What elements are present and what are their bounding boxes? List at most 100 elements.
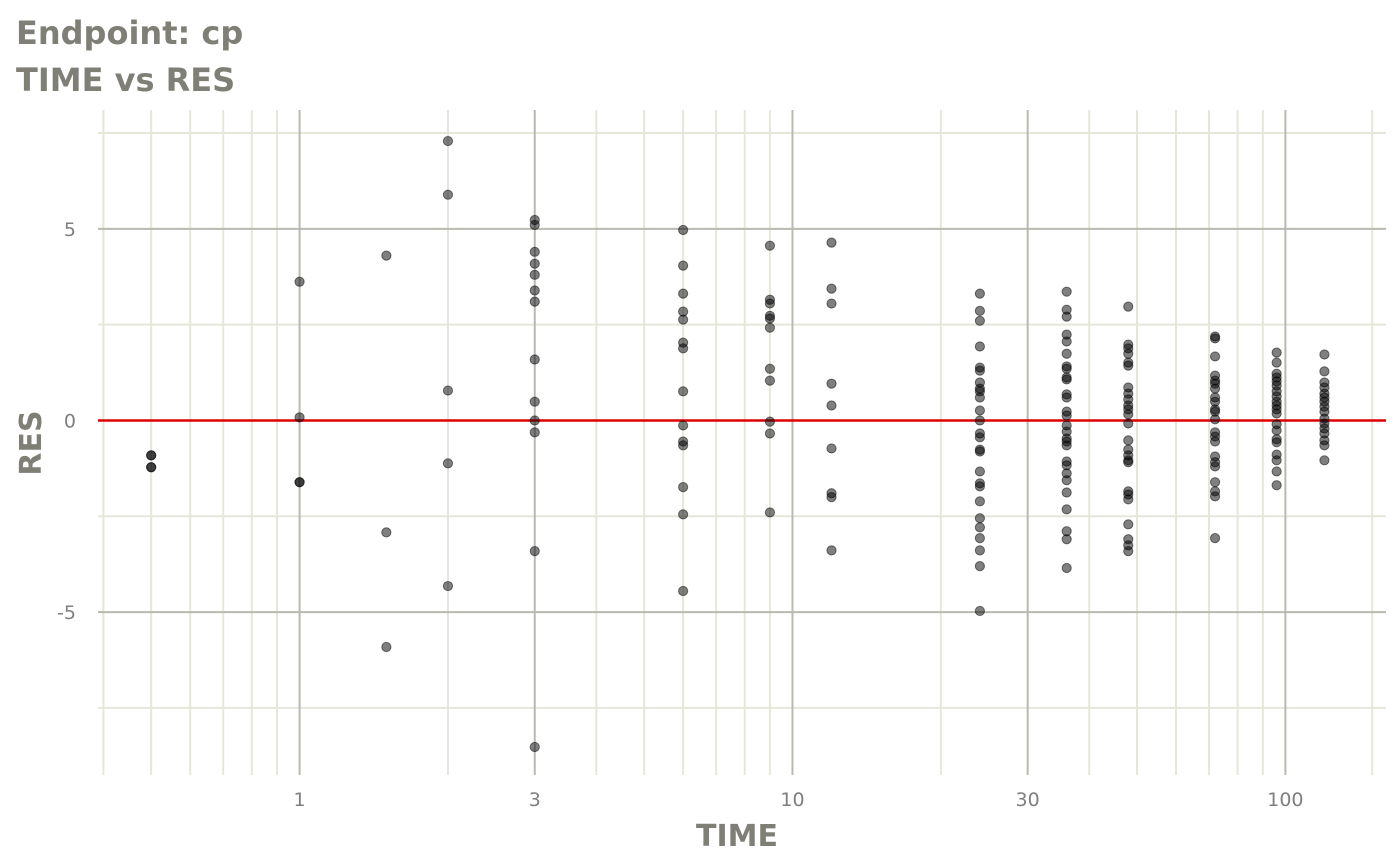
data-point <box>974 561 985 572</box>
x-tick-label: 100 <box>1267 789 1303 811</box>
data-point <box>1123 301 1134 312</box>
data-point <box>529 246 540 257</box>
data-point <box>1271 347 1282 358</box>
data-point <box>1061 311 1072 322</box>
data-point <box>381 250 392 261</box>
data-point <box>826 237 837 248</box>
data-point <box>1209 533 1221 544</box>
data-point <box>146 462 157 473</box>
data-point <box>1061 363 1072 374</box>
minor-grid <box>98 110 1386 775</box>
data-point <box>1319 440 1330 451</box>
data-point <box>1209 414 1221 425</box>
data-point <box>1061 336 1072 347</box>
data-point <box>678 386 689 397</box>
data-point <box>1209 383 1221 394</box>
data-point <box>1271 408 1282 419</box>
data-point <box>529 296 540 307</box>
data-point <box>764 507 776 518</box>
data-point <box>529 354 540 365</box>
data-point <box>529 285 540 296</box>
data-point <box>1123 546 1134 557</box>
data-point <box>1209 436 1221 447</box>
data-point <box>974 496 985 507</box>
data-point <box>764 375 776 386</box>
x-tick-labels: 1 3 10 30 100 <box>294 789 1304 811</box>
data-point <box>974 481 985 492</box>
data-point <box>1271 437 1282 448</box>
data-point <box>529 396 540 407</box>
chart-subtitle: TIME vs RES <box>16 61 235 99</box>
data-point <box>1271 466 1282 477</box>
data-point <box>974 305 985 316</box>
data-point <box>529 415 540 426</box>
data-point <box>1123 457 1134 468</box>
data-point <box>1123 418 1134 429</box>
data-point <box>1061 286 1072 297</box>
data-point <box>146 450 157 461</box>
data-point <box>678 440 689 451</box>
data-point <box>826 378 837 389</box>
chart-title: Endpoint: cp <box>16 14 243 52</box>
data-point <box>294 276 305 287</box>
points-group <box>146 135 1330 753</box>
data-point <box>529 269 540 280</box>
data-point <box>529 258 540 269</box>
x-tick-label: 1 <box>294 789 306 811</box>
data-point <box>678 260 689 271</box>
data-point <box>974 365 985 376</box>
data-point <box>826 492 837 503</box>
data-point <box>1209 461 1221 472</box>
data-point <box>974 446 985 457</box>
data-point <box>974 545 985 556</box>
data-point <box>294 412 305 423</box>
data-point <box>764 298 776 309</box>
y-axis-title: RES <box>14 410 49 475</box>
y-tick-label: -5 <box>57 602 76 624</box>
data-point <box>529 219 540 231</box>
data-point <box>678 314 689 325</box>
data-point <box>678 288 689 299</box>
data-point <box>1123 494 1134 505</box>
data-point <box>442 458 454 469</box>
data-point <box>442 189 454 200</box>
data-point <box>974 466 985 477</box>
data-point <box>1123 360 1134 371</box>
data-point <box>442 580 454 592</box>
data-point <box>974 315 985 326</box>
data-point <box>974 432 985 443</box>
major-grid <box>98 110 1386 775</box>
data-point <box>1061 475 1072 486</box>
data-point <box>1061 374 1072 385</box>
data-point <box>1061 392 1072 403</box>
data-point <box>678 420 689 431</box>
data-point <box>381 641 392 653</box>
data-point <box>1319 349 1330 360</box>
data-point <box>974 513 985 524</box>
data-point <box>764 322 776 333</box>
data-point <box>764 240 776 251</box>
data-point <box>1123 519 1134 530</box>
data-point <box>1209 491 1221 502</box>
data-point <box>764 313 776 324</box>
data-point <box>1271 357 1282 368</box>
data-point <box>1061 534 1072 545</box>
y-tick-labels: 5 0 -5 <box>57 219 76 624</box>
data-point <box>974 392 985 403</box>
data-point <box>529 546 540 557</box>
data-point <box>974 605 985 617</box>
data-point <box>1061 348 1072 359</box>
data-point <box>529 741 540 753</box>
data-point <box>678 343 689 354</box>
data-point <box>678 482 689 493</box>
data-point <box>1271 455 1282 466</box>
data-point <box>294 477 305 488</box>
data-point <box>442 385 454 396</box>
x-tick-label: 3 <box>529 789 541 811</box>
data-point <box>1061 487 1072 498</box>
data-point <box>1209 477 1221 488</box>
data-point <box>1209 333 1221 344</box>
data-point <box>1319 366 1330 377</box>
data-point <box>1061 440 1072 451</box>
data-point <box>974 415 985 426</box>
